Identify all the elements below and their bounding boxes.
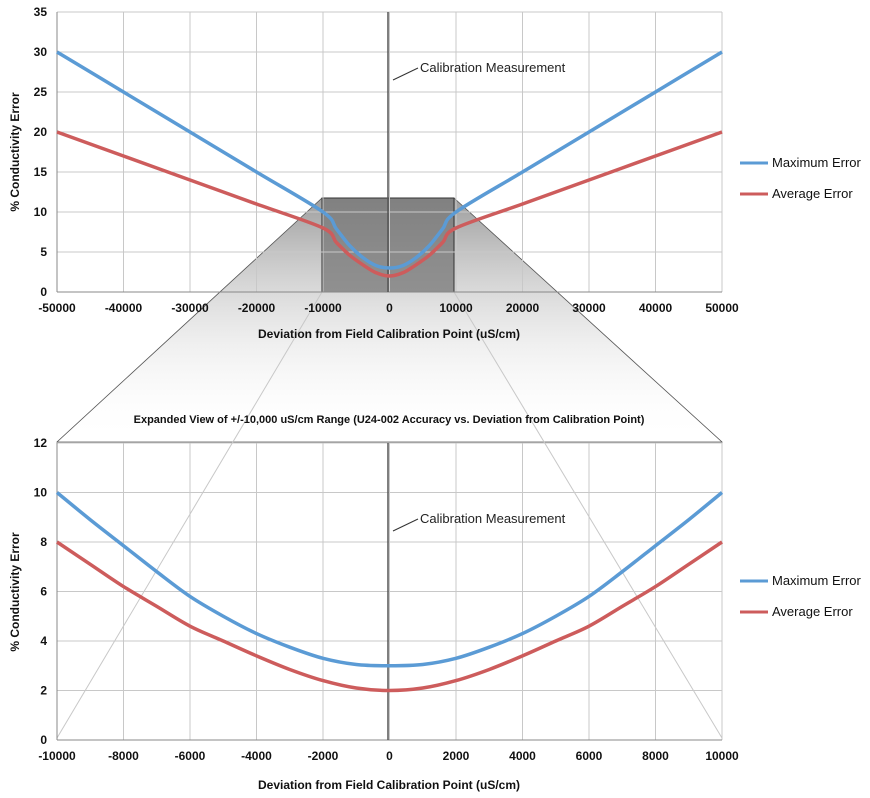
top-x-tick-label: -40000 (105, 301, 143, 315)
top-x-tick-label: 30000 (572, 301, 606, 315)
top-chart-grid (56, 11, 723, 293)
bottom-x-tick-label: 8000 (642, 749, 669, 763)
bottom-chart-x-axis-label: Deviation from Field Calibration Point (… (258, 778, 520, 792)
bottom-x-tick-label: -6000 (175, 749, 206, 763)
bottom-chart-title: Expanded View of +/-10,000 uS/cm Range (… (134, 414, 645, 426)
top-x-tick-label: 50000 (705, 301, 739, 315)
bottom-x-tick-label: -10000 (38, 749, 76, 763)
top-chart-y-axis-label: % Conductivity Error (8, 92, 22, 212)
bottom-x-tick-label: 0 (386, 749, 393, 763)
top-chart-x-ticks: -50000 -40000 -30000 -20000 -10000 0 10000 2000… (38, 301, 739, 315)
top-legend-avg-label: Average Error (772, 186, 853, 201)
top-y-tick-label: 10 (34, 205, 48, 219)
bottom-y-tick-label: 4 (40, 634, 47, 648)
top-y-tick-label: 15 (34, 165, 48, 179)
bottom-chart-grid (56, 442, 723, 741)
top-y-tick-label: 35 (34, 5, 48, 19)
top-x-tick-label: -30000 (171, 301, 209, 315)
top-y-tick-label: 0 (40, 285, 47, 299)
bottom-chart-annotation: Calibration Measurement (420, 511, 566, 526)
top-x-tick-label: 40000 (639, 301, 673, 315)
bottom-y-tick-label: 10 (34, 486, 48, 500)
top-x-tick-label: -50000 (38, 301, 76, 315)
bottom-chart-series (55, 491, 724, 693)
bottom-series-line-maximum-error (55, 491, 724, 668)
top-legend-max-label: Maximum Error (772, 155, 862, 170)
top-series-line-average-error (56, 130, 723, 278)
top-x-tick-label: 10000 (439, 301, 473, 315)
top-chart-y-ticks: 0 5 10 15 20 25 30 35 (34, 5, 48, 299)
top-y-tick-label: 20 (34, 125, 48, 139)
bottom-x-tick-label: 6000 (576, 749, 603, 763)
top-y-tick-label: 30 (34, 45, 48, 59)
top-x-tick-label: -20000 (238, 301, 276, 315)
bottom-x-tick-label: 2000 (443, 749, 470, 763)
top-x-tick-label: -10000 (304, 301, 342, 315)
bottom-x-tick-label: -4000 (241, 749, 272, 763)
zoom-guide-line-right (453, 291, 723, 739)
bottom-chart-x-ticks: -10000 -8000 -6000 -4000 -2000 0 2000 4000 6000 8… (38, 749, 739, 763)
bottom-x-tick-label: -2000 (308, 749, 339, 763)
top-chart-series (56, 50, 723, 278)
top-y-tick-label: 5 (40, 245, 47, 259)
bottom-y-tick-label: 0 (40, 733, 47, 747)
top-chart-legend: Maximum Error Average Error (740, 155, 862, 201)
bottom-x-tick-label: 10000 (705, 749, 739, 763)
top-x-tick-label: 20000 (506, 301, 540, 315)
bottom-chart: Expanded View of +/-10,000 uS/cm Range (… (8, 414, 862, 792)
top-chart-annotation: Calibration Measurement (420, 60, 566, 75)
bottom-legend-avg-label: Average Error (772, 604, 853, 619)
bottom-y-tick-label: 8 (40, 535, 47, 549)
top-chart: -50000 -40000 -30000 -20000 -10000 0 10000 2000… (8, 5, 862, 341)
top-x-tick-label: 0 (386, 301, 393, 315)
bottom-y-tick-label: 2 (40, 684, 47, 698)
top-series-line-maximum-error (56, 50, 723, 270)
top-chart-x-axis-label: Deviation from Field Calibration Point (… (258, 327, 520, 341)
bottom-y-tick-label: 6 (40, 585, 47, 599)
top-y-tick-label: 25 (34, 85, 48, 99)
bottom-chart-y-ticks: 0 2 4 6 8 10 12 (34, 436, 48, 747)
bottom-chart-y-axis-label: % Conductivity Error (8, 532, 22, 652)
bottom-chart-legend: Maximum Error Average Error (740, 573, 862, 619)
top-chart-annotation-pointer (392, 67, 419, 81)
bottom-legend-max-label: Maximum Error (772, 573, 862, 588)
bottom-x-tick-label: -8000 (108, 749, 139, 763)
bottom-y-tick-label: 12 (34, 436, 48, 450)
bottom-chart-annotation-pointer (392, 518, 419, 532)
bottom-series-line-average-error (56, 540, 723, 693)
bottom-x-tick-label: 4000 (509, 749, 536, 763)
